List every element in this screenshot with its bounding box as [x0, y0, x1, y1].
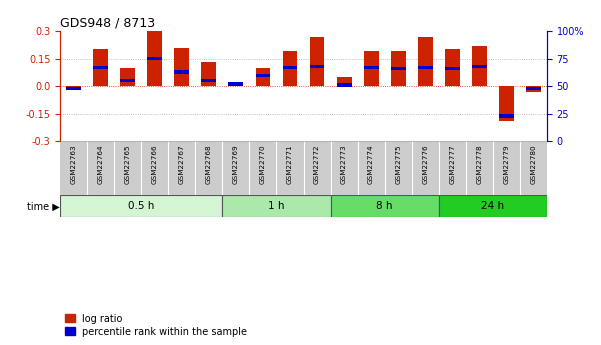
Text: GSM22772: GSM22772	[314, 144, 320, 184]
Bar	[147, 57, 162, 60]
Bar	[282, 66, 297, 69]
Text: 24 h: 24 h	[481, 201, 504, 211]
Text: GSM22765: GSM22765	[125, 144, 130, 184]
Bar	[174, 48, 189, 86]
Text: GSM22766: GSM22766	[152, 144, 157, 184]
Bar	[255, 73, 270, 77]
Bar	[337, 77, 352, 86]
Bar	[337, 83, 352, 87]
Bar	[472, 46, 487, 86]
Text: GSM22763: GSM22763	[71, 144, 76, 184]
Text: GSM22774: GSM22774	[368, 144, 374, 184]
Bar	[147, 31, 162, 86]
Bar	[418, 37, 433, 86]
Bar	[310, 37, 325, 86]
Text: GSM22775: GSM22775	[395, 144, 401, 184]
Bar	[472, 65, 487, 68]
Text: GSM22776: GSM22776	[423, 144, 428, 184]
Bar	[418, 66, 433, 69]
Bar	[364, 51, 379, 86]
Bar	[66, 86, 81, 90]
Bar	[255, 68, 270, 86]
Text: GDS948 / 8713: GDS948 / 8713	[60, 17, 155, 30]
Text: GSM22770: GSM22770	[260, 144, 266, 184]
Text: GSM22779: GSM22779	[504, 144, 509, 184]
Bar	[526, 86, 541, 92]
Bar	[93, 66, 108, 69]
Bar	[120, 68, 135, 86]
Bar	[310, 65, 325, 68]
Bar	[228, 82, 243, 86]
Text: GSM22780: GSM22780	[531, 144, 536, 184]
Bar	[174, 70, 189, 73]
Bar	[66, 87, 81, 90]
Bar	[364, 66, 379, 69]
Text: GSM22769: GSM22769	[233, 144, 239, 184]
Bar	[445, 67, 460, 70]
Text: time ▶: time ▶	[28, 201, 60, 211]
Bar	[526, 87, 541, 90]
Bar	[60, 195, 222, 217]
Bar	[499, 86, 514, 121]
Text: GSM22767: GSM22767	[179, 144, 185, 184]
Bar	[222, 195, 331, 217]
Bar	[439, 195, 547, 217]
Bar	[445, 49, 460, 86]
Text: GSM22768: GSM22768	[206, 144, 212, 184]
Bar	[331, 195, 439, 217]
Text: 0.5 h: 0.5 h	[128, 201, 154, 211]
Bar	[93, 49, 108, 86]
Text: GSM22777: GSM22777	[450, 144, 455, 184]
Text: 1 h: 1 h	[268, 201, 285, 211]
Text: GSM22764: GSM22764	[98, 144, 103, 184]
Legend: log ratio, percentile rank within the sample: log ratio, percentile rank within the sa…	[65, 314, 248, 337]
Bar	[120, 79, 135, 82]
Bar	[391, 67, 406, 70]
Bar	[201, 79, 216, 82]
Bar	[391, 51, 406, 86]
Bar	[201, 62, 216, 86]
Bar	[282, 51, 297, 86]
Text: 8 h: 8 h	[376, 201, 393, 211]
Text: GSM22773: GSM22773	[341, 144, 347, 184]
Text: GSM22771: GSM22771	[287, 144, 293, 184]
Text: GSM22778: GSM22778	[477, 144, 482, 184]
Bar	[499, 114, 514, 118]
